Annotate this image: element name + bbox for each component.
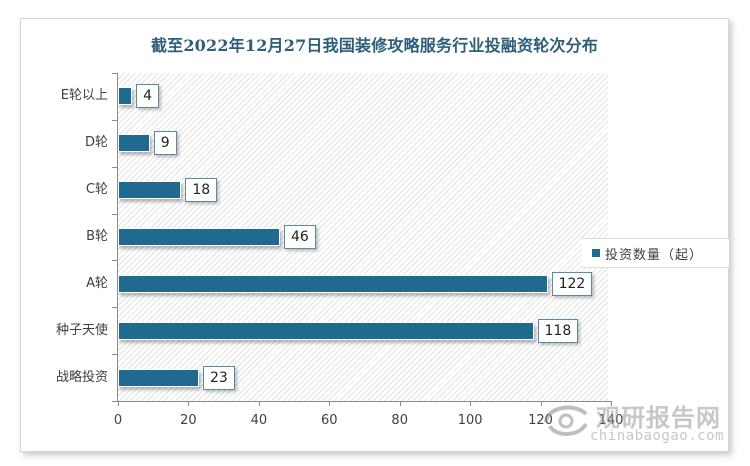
- x-tick-label: 80: [391, 413, 408, 428]
- legend-label: 投资数量（起）: [605, 247, 704, 263]
- category-label: E轮以上: [60, 88, 108, 104]
- x-tick-label: 0: [113, 413, 123, 428]
- plot-area: [118, 73, 608, 401]
- x-tick-label: 40: [250, 413, 268, 428]
- data-label: 46: [283, 225, 316, 249]
- x-tick: [188, 401, 190, 406]
- x-tick-label: 100: [457, 413, 483, 428]
- watermark: 观研报告网 chinabaogao.com: [540, 398, 730, 450]
- bar[interactable]: [118, 87, 133, 106]
- watermark-en: chinabaogao.com: [590, 428, 724, 444]
- bar[interactable]: [118, 321, 534, 340]
- x-tick: [118, 401, 119, 406]
- x-tick: [258, 401, 260, 406]
- x-tick-label: 60: [321, 413, 338, 428]
- watermark-logo-icon: [544, 405, 588, 436]
- x-tick: [611, 401, 612, 406]
- x-tick-label: 140: [598, 413, 624, 428]
- y-tick: [112, 354, 118, 356]
- data-label: 9: [153, 131, 177, 156]
- x-axis: [117, 401, 611, 402]
- watermark-cn: 观研报告网: [596, 404, 721, 432]
- legend: 投资数量（起）: [582, 238, 729, 268]
- category-label: D轮: [84, 135, 108, 151]
- x-tick-label: 20: [180, 413, 197, 428]
- y-tick: [112, 213, 118, 215]
- chart-title: 截至2022年12月27日我国装修攻略服务行业投融资轮次分布: [150, 36, 599, 55]
- bar[interactable]: [118, 181, 182, 200]
- x-tick: [540, 401, 542, 406]
- bar[interactable]: [118, 134, 150, 153]
- y-tick: [112, 307, 118, 309]
- data-label: 23: [202, 365, 235, 390]
- data-label: 18: [185, 178, 218, 203]
- x-tick: [329, 401, 331, 406]
- bar[interactable]: [118, 368, 199, 387]
- bar[interactable]: [118, 228, 280, 246]
- x-tick: [470, 401, 472, 406]
- category-label: B轮: [86, 229, 108, 244]
- y-tick: [112, 260, 118, 262]
- category-label: C轮: [85, 182, 108, 198]
- category-label: 种子天使: [55, 322, 108, 338]
- y-axis: [117, 73, 118, 402]
- category-label: 战略投资: [55, 369, 108, 385]
- data-label: 122: [551, 271, 593, 296]
- data-label: 118: [537, 318, 579, 343]
- data-label: 4: [136, 84, 159, 109]
- bar[interactable]: [118, 274, 548, 293]
- y-tick: [112, 73, 118, 74]
- y-tick: [112, 119, 118, 121]
- y-tick: [112, 401, 118, 402]
- category-label: A轮: [86, 275, 108, 291]
- y-tick: [112, 166, 118, 168]
- x-tick: [399, 401, 401, 406]
- legend-swatch: [592, 249, 600, 257]
